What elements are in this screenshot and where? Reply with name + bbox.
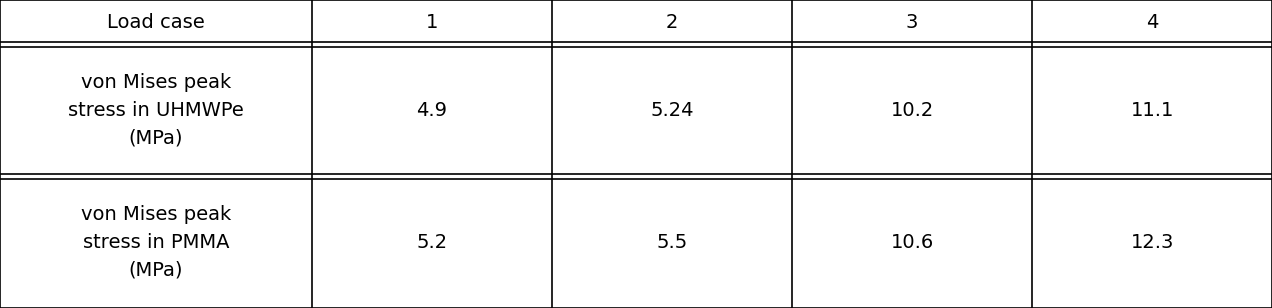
Text: 1: 1 [426, 13, 438, 32]
Text: von Mises peak
stress in PMMA
(MPa): von Mises peak stress in PMMA (MPa) [80, 205, 232, 280]
Text: 10.2: 10.2 [890, 101, 934, 120]
Text: 4.9: 4.9 [416, 101, 448, 120]
Text: 10.6: 10.6 [890, 233, 934, 252]
Text: 5.24: 5.24 [650, 101, 693, 120]
Text: 12.3: 12.3 [1131, 233, 1174, 252]
Text: 5.2: 5.2 [416, 233, 448, 252]
Text: 11.1: 11.1 [1131, 101, 1174, 120]
Text: 3: 3 [906, 13, 918, 32]
Text: von Mises peak
stress in UHMWPe
(MPa): von Mises peak stress in UHMWPe (MPa) [67, 73, 244, 148]
Text: 2: 2 [665, 13, 678, 32]
Text: 5.5: 5.5 [656, 233, 687, 252]
Text: Load case: Load case [107, 13, 205, 32]
Text: 4: 4 [1146, 13, 1159, 32]
